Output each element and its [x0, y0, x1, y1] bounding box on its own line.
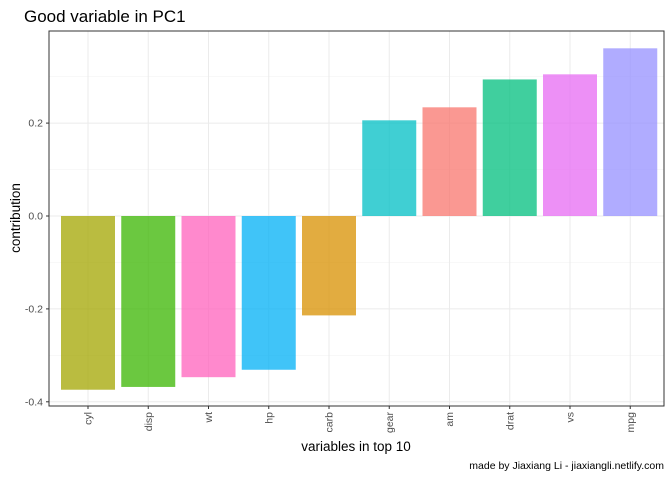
y-tick-label: 0.0 [28, 211, 43, 223]
bar-wt [181, 216, 236, 378]
x-tick-label-wt: wt [203, 412, 215, 424]
bar-mpg [603, 48, 658, 217]
chart-title: Good variable in PC1 [24, 7, 186, 26]
x-tick-label-mpg: mpg [625, 412, 637, 433]
bar-gear [362, 120, 417, 216]
x-tick-label-gear: gear [384, 411, 396, 433]
bar-cyl [61, 216, 115, 390]
y-tick-label: -0.4 [25, 396, 43, 408]
x-tick-label-vs: vs [565, 412, 577, 423]
bars [61, 48, 658, 390]
x-tick-label-drat: drat [504, 412, 516, 430]
bar-carb [302, 216, 356, 316]
y-tick-label: -0.2 [25, 303, 43, 315]
x-tick-label-carb: carb [324, 412, 336, 433]
x-tick-label-disp: disp [143, 412, 155, 431]
x-axis-ticks: cyl disp wt hp carb gear am drat vs mpg [83, 406, 637, 433]
caption: made by Jiaxiang Li - jiaxiangli.netlify… [469, 460, 664, 472]
x-tick-label-cyl: cyl [83, 412, 95, 425]
bar-am [422, 107, 477, 216]
y-axis-title: contribution [8, 183, 23, 253]
bar-hp [241, 216, 296, 370]
x-tick-label-am: am [444, 412, 456, 427]
y-axis-ticks: -0.4 -0.2 0.0 0.2 [25, 118, 49, 408]
bar-drat [482, 79, 537, 216]
x-tick-label-hp: hp [263, 412, 275, 424]
panel-border [48, 30, 665, 407]
y-tick-label: 0.2 [28, 118, 43, 130]
bar-disp [121, 216, 176, 387]
x-axis-title: variables in top 10 [301, 439, 411, 454]
bar-vs [543, 74, 597, 216]
